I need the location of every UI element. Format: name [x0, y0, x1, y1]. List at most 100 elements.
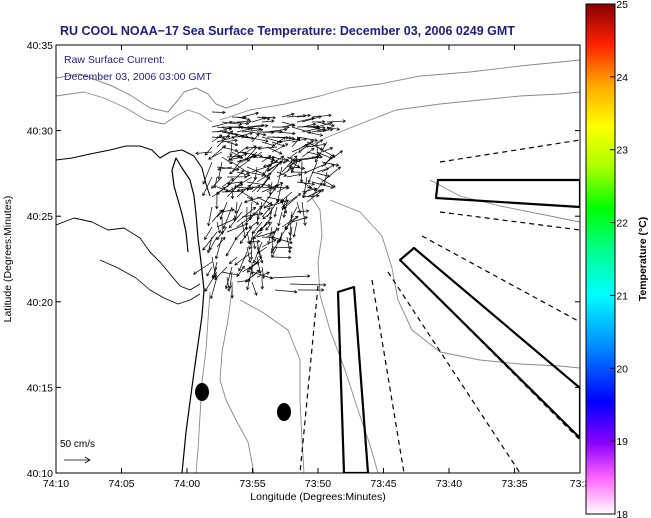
current-vector-icon	[275, 166, 283, 188]
current-vector-icon	[311, 182, 323, 198]
current-vector-icon	[209, 236, 218, 251]
current-vector-icon	[216, 226, 228, 240]
current-vector-icon	[204, 226, 213, 240]
current-vector-icon	[227, 181, 243, 186]
current-vector-icon	[211, 110, 226, 115]
current-vector-icon	[251, 231, 257, 250]
current-vector-icon	[221, 156, 233, 165]
current-vector-icon	[231, 121, 250, 126]
current-vector-icon	[252, 221, 263, 234]
isobath-4	[219, 59, 580, 121]
current-vector-icon	[217, 166, 233, 171]
y-axis-label: Latitude (Degrees:Minutes)	[2, 196, 14, 323]
current-vector-icon	[246, 196, 259, 205]
colorbar-tick-label: 20	[616, 363, 628, 375]
current-vector-icon	[256, 116, 271, 121]
current-vector-icon	[281, 112, 295, 118]
current-vector-icon	[257, 246, 268, 254]
current-annotation-date: December 03, 2006 03:00 GMT	[64, 71, 212, 83]
current-vector-icon	[298, 288, 325, 292]
current-vector-icon	[236, 207, 256, 223]
current-vector-icon	[245, 146, 263, 150]
x-tick-label: 73:50	[305, 478, 331, 490]
current-vector-icon	[216, 218, 237, 228]
x-tick-label: 74:00	[174, 478, 200, 490]
current-vector-icon	[213, 176, 218, 189]
current-vector-icon	[251, 281, 258, 296]
current-vector-icon	[269, 274, 311, 279]
colorbar-ticks: 25 24 23 22 21 20 19 18	[610, 0, 628, 518]
current-vector-icon	[251, 124, 269, 128]
current-vector-icon	[236, 153, 248, 158]
y-tick-label: 40:15	[27, 382, 53, 394]
current-vector-icon	[239, 226, 253, 244]
current-vector-icon	[321, 161, 340, 167]
current-vector-icon	[288, 156, 293, 169]
current-vector-icon	[260, 276, 265, 290]
colorbar: 25 24 23 22 21 20 19 18 Temperature (°C)	[585, 0, 649, 518]
coastline-marsh-detail	[99, 259, 201, 305]
current-vector-icon	[221, 138, 238, 143]
current-vector-icon	[221, 121, 243, 126]
current-vector-icon	[281, 155, 298, 173]
plot-area: Raw Surface Current: December 03, 2006 0…	[55, 44, 581, 474]
current-vector-icon	[271, 236, 293, 244]
current-vector-icon	[193, 261, 213, 275]
x-tick-label: 73:40	[436, 478, 462, 490]
current-vector-icon	[326, 126, 340, 131]
current-vector-icon	[322, 171, 328, 187]
current-vector-icon	[301, 140, 314, 148]
current-vector-icon	[222, 206, 233, 229]
current-vector-icon	[326, 119, 346, 123]
current-vector-icon	[249, 241, 254, 260]
coastline-sandy-hook	[171, 157, 205, 291]
scale-label: 50 cm/s	[60, 439, 95, 450]
surface-current-vectors	[193, 110, 346, 299]
coastline-raritan-bay	[56, 145, 211, 197]
current-vector-icon	[256, 256, 262, 274]
current-vector-icon	[256, 201, 263, 221]
current-vector-icon	[236, 119, 252, 124]
colorbar-gradient	[585, 3, 616, 515]
colorbar-tick-label: 24	[616, 72, 628, 84]
current-vector-icon	[261, 160, 274, 178]
y-tick-label: 40:20	[27, 297, 53, 309]
current-vector-icon	[301, 147, 315, 158]
current-vector-icon	[229, 141, 233, 157]
current-vector-icon	[236, 171, 251, 177]
current-vector-icon	[306, 131, 324, 137]
current-vector-icon	[306, 125, 326, 130]
current-vector-icon	[273, 206, 278, 218]
current-vector-icon	[276, 131, 296, 136]
current-vector-icon	[316, 176, 336, 188]
y-axis-ticks: 40:35 40:30 40:25 40:20 40:15 40:10	[27, 40, 580, 480]
current-vector-icon	[214, 266, 228, 280]
current-vector-icon	[245, 146, 258, 161]
x-tick-label: 73:35	[501, 478, 527, 490]
current-vector-icon	[301, 194, 320, 198]
current-vector-icon	[289, 283, 327, 287]
coastline-inner	[56, 91, 213, 125]
current-vector-icon	[209, 276, 218, 299]
current-vector-icon	[280, 191, 293, 203]
current-vector-icon	[321, 164, 335, 173]
coastline-new-jersey	[181, 289, 205, 473]
current-vector-icon	[251, 184, 261, 193]
current-vector-icon	[202, 231, 218, 251]
current-vector-icon	[282, 151, 298, 164]
current-vector-icon	[261, 130, 283, 134]
buoy-marker	[195, 383, 209, 401]
current-vector-icon	[261, 115, 276, 120]
colorbar-tick-label: 21	[616, 290, 628, 302]
current-vector-icon	[234, 201, 238, 214]
y-tick-label: 40:25	[27, 211, 53, 223]
current-vector-icon	[296, 116, 315, 123]
current-vector-icon	[216, 181, 233, 195]
shipping-lane-outlines	[336, 178, 580, 473]
current-vector-icon	[219, 201, 228, 220]
current-vector-icon	[228, 271, 233, 289]
isobath-1	[195, 291, 211, 473]
current-vector-icon	[276, 226, 288, 244]
current-vector-icon	[288, 226, 293, 241]
